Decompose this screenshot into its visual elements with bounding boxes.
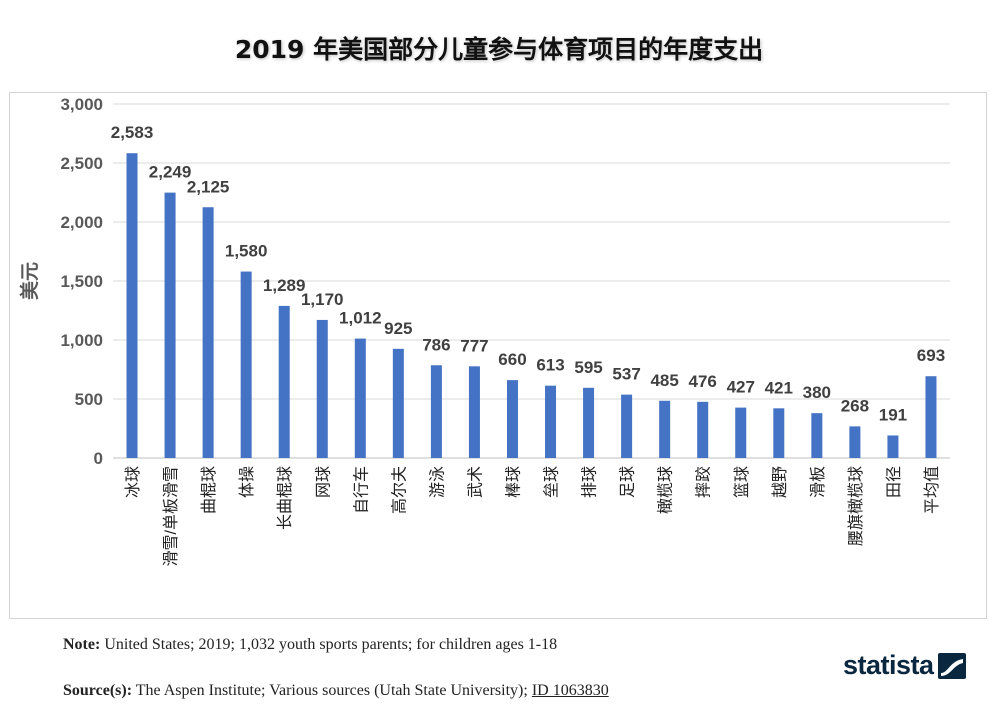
bar — [126, 153, 138, 458]
x-tick-label: 足球 — [619, 466, 637, 498]
data-label: 1,170 — [301, 290, 344, 309]
data-label: 693 — [917, 346, 945, 365]
x-tick-label: 腰旗橄榄球 — [847, 466, 865, 546]
bar — [811, 413, 823, 458]
x-tick-label: 自行车 — [352, 466, 370, 514]
y-axis-title: 美元 — [18, 262, 41, 300]
y-tick-label: 2,500 — [60, 154, 103, 173]
data-label: 660 — [498, 350, 526, 369]
x-tick-label: 橄榄球 — [657, 466, 675, 514]
data-label: 485 — [650, 371, 678, 390]
y-tick-label: 0 — [94, 449, 103, 468]
x-tick-label: 平均值 — [923, 466, 941, 514]
y-tick-label: 2,000 — [60, 213, 103, 232]
bar — [202, 207, 214, 458]
y-tick-label: 1,000 — [60, 331, 103, 350]
x-tick-label: 长曲棍球 — [276, 466, 294, 530]
note-label: Note: — [63, 636, 101, 653]
bar — [506, 380, 518, 458]
bar-chart: 0 500 1,000 1,500 2,000 2,500 3,000 美元 2,583 冰球 2,… — [18, 95, 950, 566]
data-label: 595 — [574, 358, 602, 377]
bar — [925, 376, 937, 458]
bar — [583, 387, 595, 458]
bar — [849, 426, 861, 458]
bar — [240, 271, 252, 458]
x-tick-label: 田径 — [885, 466, 903, 498]
data-label: 1,012 — [339, 309, 382, 328]
chart-note: Note: United States; 2019; 1,032 youth s… — [63, 636, 557, 654]
x-tick-label: 体操 — [238, 466, 256, 498]
bar — [545, 385, 557, 458]
x-tick-label: 越野 — [771, 466, 789, 498]
data-label: 476 — [689, 372, 717, 391]
bar — [392, 348, 404, 458]
bar — [773, 408, 785, 458]
bar — [887, 435, 899, 458]
data-label: 2,125 — [187, 177, 230, 196]
data-label: 537 — [612, 365, 640, 384]
x-tick-label: 冰球 — [124, 466, 142, 498]
x-tick-label: 游泳 — [428, 466, 446, 498]
x-tick-label: 曲棍球 — [200, 466, 218, 514]
source-label: Source(s): — [63, 682, 133, 699]
chart-area: 0 500 1,000 1,500 2,000 2,500 3,000 美元 2,583 冰球 2,… — [9, 92, 987, 619]
source-text: The Aspen Institute; Various sources (Ut… — [132, 682, 532, 699]
x-tick-label: 篮球 — [733, 466, 751, 498]
x-tick-label: 网球 — [314, 466, 332, 498]
data-label: 786 — [422, 335, 450, 354]
data-label: 2,583 — [111, 123, 154, 142]
data-label: 268 — [841, 396, 869, 415]
x-tick-label: 摔跤 — [695, 466, 713, 498]
bar — [164, 192, 176, 459]
bar — [621, 394, 633, 458]
chart-source: Source(s): The Aspen Institute; Various … — [63, 682, 609, 700]
x-tick-label: 武术 — [466, 466, 484, 498]
data-label: 777 — [460, 336, 488, 355]
note-text: United States; 2019; 1,032 youth sports … — [100, 636, 558, 653]
bar — [697, 401, 709, 458]
bar — [430, 365, 442, 458]
data-label: 191 — [879, 405, 907, 424]
x-tick-label: 滑雪/单板滑雪 — [162, 466, 180, 566]
x-tick-label: 棒球 — [504, 466, 522, 498]
x-tick-label: 高尔夫 — [390, 466, 408, 514]
x-tick-label: 排球 — [581, 466, 599, 498]
data-label: 427 — [727, 378, 755, 397]
data-label: 2,249 — [149, 163, 192, 182]
data-label: 421 — [765, 378, 793, 397]
chart-title: 2019 年美国部分儿童参与体育项目的年度支出 — [234, 35, 764, 64]
x-tick-label: 滑板 — [809, 466, 827, 498]
statista-wordmark: statista — [843, 650, 934, 680]
bar — [316, 319, 328, 458]
x-tick-label: 垒球 — [543, 466, 561, 498]
data-label: 925 — [384, 319, 412, 338]
source-id-link[interactable]: ID 1063830 — [531, 682, 609, 699]
bar — [468, 366, 480, 458]
data-label: 1,580 — [225, 242, 268, 261]
data-label: 613 — [536, 356, 564, 375]
y-tick-label: 3,000 — [60, 95, 103, 114]
y-tick-label: 1,500 — [60, 272, 103, 291]
bar — [659, 400, 671, 458]
data-label: 380 — [803, 383, 831, 402]
bar — [278, 305, 290, 458]
data-label: 1,289 — [263, 276, 306, 295]
bar — [354, 338, 366, 458]
y-tick-label: 500 — [75, 390, 103, 409]
statista-logo: statista — [843, 650, 966, 681]
statista-logo-icon — [937, 652, 966, 679]
bar — [735, 407, 747, 458]
